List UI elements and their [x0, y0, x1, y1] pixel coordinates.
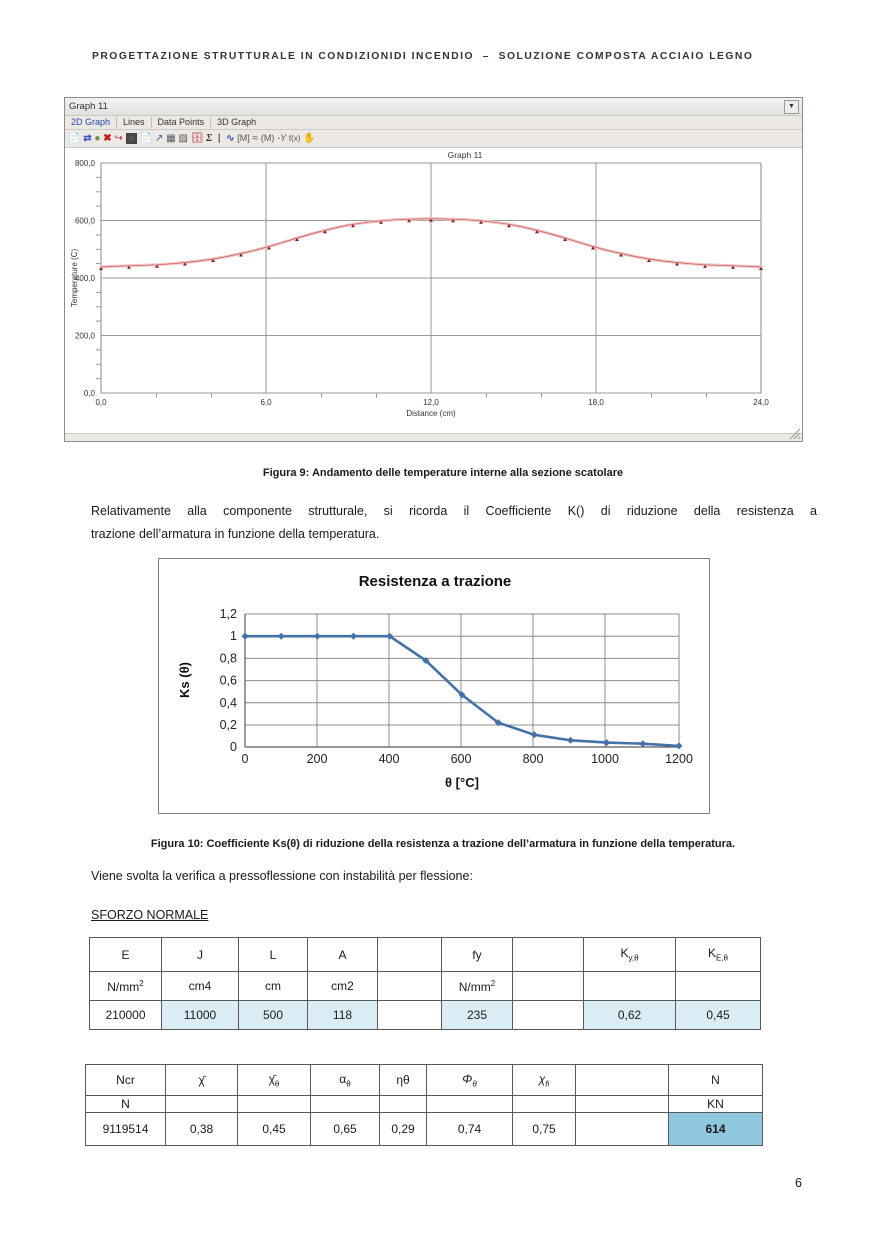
svg-text:Temperature (C): Temperature (C): [70, 249, 79, 308]
svg-text:1000: 1000: [591, 752, 619, 766]
svg-text:Graph 11: Graph 11: [448, 150, 483, 160]
svg-text:200: 200: [307, 752, 328, 766]
svg-text:Resistenza a trazione: Resistenza a trazione: [359, 573, 512, 590]
svg-text:1,2: 1,2: [220, 607, 237, 621]
svg-text:0,4: 0,4: [220, 696, 237, 710]
svg-text:0,0: 0,0: [95, 398, 107, 407]
svg-text:θ [°C]: θ [°C]: [445, 775, 479, 790]
svg-text:800,0: 800,0: [75, 159, 96, 168]
svg-text:1200: 1200: [665, 752, 693, 766]
svg-text:200,0: 200,0: [75, 332, 96, 341]
svg-text:1: 1: [230, 629, 237, 643]
svg-text:600: 600: [451, 752, 472, 766]
svg-text:Ks (θ): Ks (θ): [177, 662, 192, 698]
svg-text:0,2: 0,2: [220, 718, 237, 732]
svg-text:Distance (cm): Distance (cm): [406, 409, 456, 418]
svg-text:0,6: 0,6: [220, 674, 237, 688]
svg-text:18,0: 18,0: [588, 398, 604, 407]
svg-text:0,8: 0,8: [220, 651, 237, 665]
svg-text:800: 800: [523, 752, 544, 766]
svg-text:0,0: 0,0: [84, 389, 96, 398]
svg-text:6,0: 6,0: [260, 398, 272, 407]
svg-text:24,0: 24,0: [753, 398, 769, 407]
svg-text:12,0: 12,0: [423, 398, 439, 407]
svg-text:600,0: 600,0: [75, 217, 96, 226]
svg-text:400: 400: [379, 752, 400, 766]
svg-text:0: 0: [230, 740, 237, 754]
svg-text:0: 0: [242, 752, 249, 766]
